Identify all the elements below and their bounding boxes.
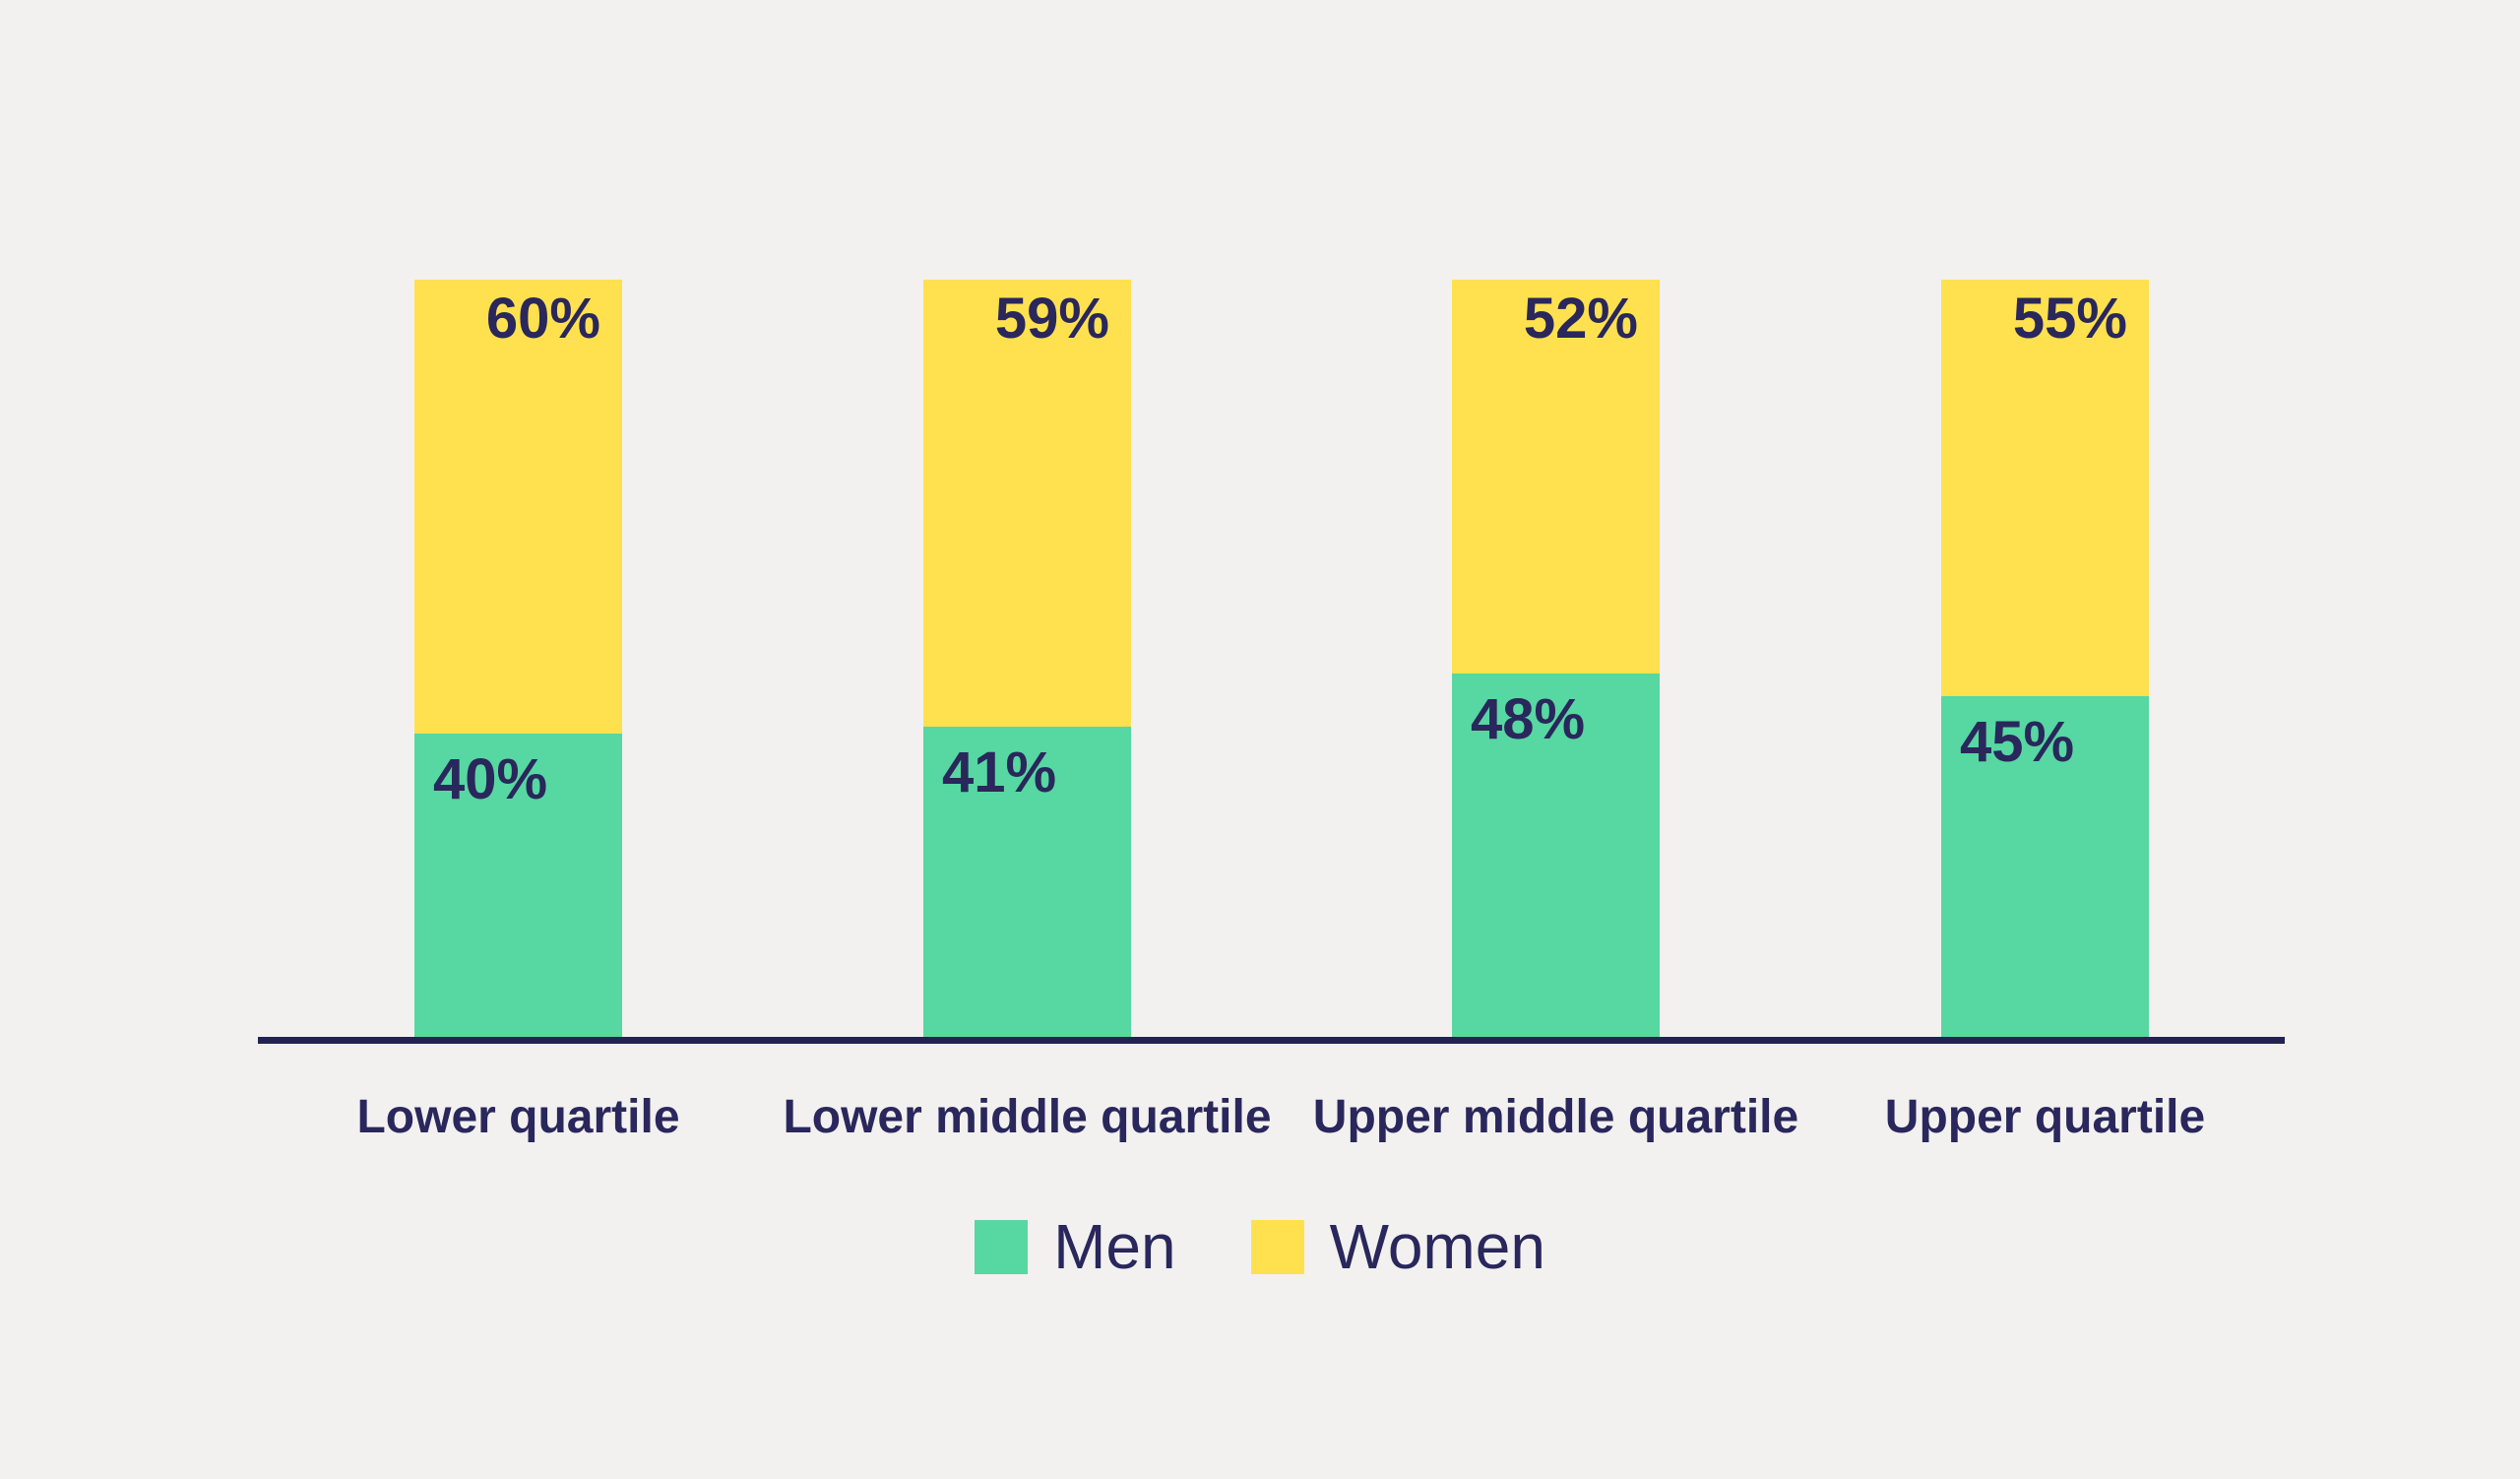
women-value-label-lower-middle-quartile: 59% bbox=[994, 287, 1109, 351]
legend-label-women: Women bbox=[1329, 1211, 1545, 1282]
bar-lower-quartile: 60% 40% bbox=[414, 280, 622, 1037]
category-label-upper-middle-quartile: Upper middle quartile bbox=[1312, 1091, 1799, 1143]
bar-segment-men-upper-quartile: 45% bbox=[1941, 696, 2149, 1037]
bar-segment-men-lower-quartile: 40% bbox=[414, 734, 622, 1037]
men-value-label-upper-quartile: 45% bbox=[1960, 710, 2075, 774]
women-value-label-upper-middle-quartile: 52% bbox=[1523, 287, 1638, 351]
x-axis-line bbox=[258, 1037, 2285, 1044]
legend-item-men: Men bbox=[975, 1215, 1176, 1278]
category-label-upper-quartile: Upper quartile bbox=[1884, 1091, 2206, 1143]
bar-lower-middle-quartile: 59% 41% bbox=[923, 280, 1131, 1037]
women-value-label-upper-quartile: 55% bbox=[2012, 287, 2127, 351]
legend-item-women: Women bbox=[1250, 1211, 1545, 1282]
bar-segment-women-lower-quartile: 60% bbox=[414, 280, 622, 734]
men-value-label-lower-quartile: 40% bbox=[433, 747, 548, 811]
legend-label-men: Men bbox=[1053, 1211, 1176, 1282]
women-color-swatch-icon bbox=[1250, 1219, 1304, 1274]
men-color-swatch-icon bbox=[975, 1219, 1029, 1274]
bar-upper-middle-quartile: 52% 48% bbox=[1452, 280, 1660, 1037]
category-label-lower-middle-quartile: Lower middle quartile bbox=[783, 1091, 1272, 1143]
bar-segment-women-lower-middle-quartile: 59% bbox=[923, 280, 1131, 727]
bar-upper-quartile: 55% 45% bbox=[1941, 280, 2149, 1037]
women-value-label-lower-quartile: 60% bbox=[485, 287, 600, 351]
bar-segment-women-upper-middle-quartile: 52% bbox=[1452, 280, 1660, 674]
men-value-label-upper-middle-quartile: 48% bbox=[1471, 687, 1586, 751]
bar-segment-men-upper-middle-quartile: 48% bbox=[1452, 674, 1660, 1037]
bar-segment-men-lower-middle-quartile: 41% bbox=[923, 727, 1131, 1037]
men-value-label-lower-middle-quartile: 41% bbox=[942, 740, 1057, 804]
bar-segment-women-upper-quartile: 55% bbox=[1941, 280, 2149, 696]
category-label-lower-quartile: Lower quartile bbox=[356, 1091, 680, 1143]
chart-legend: Men Women bbox=[0, 1211, 2520, 1282]
